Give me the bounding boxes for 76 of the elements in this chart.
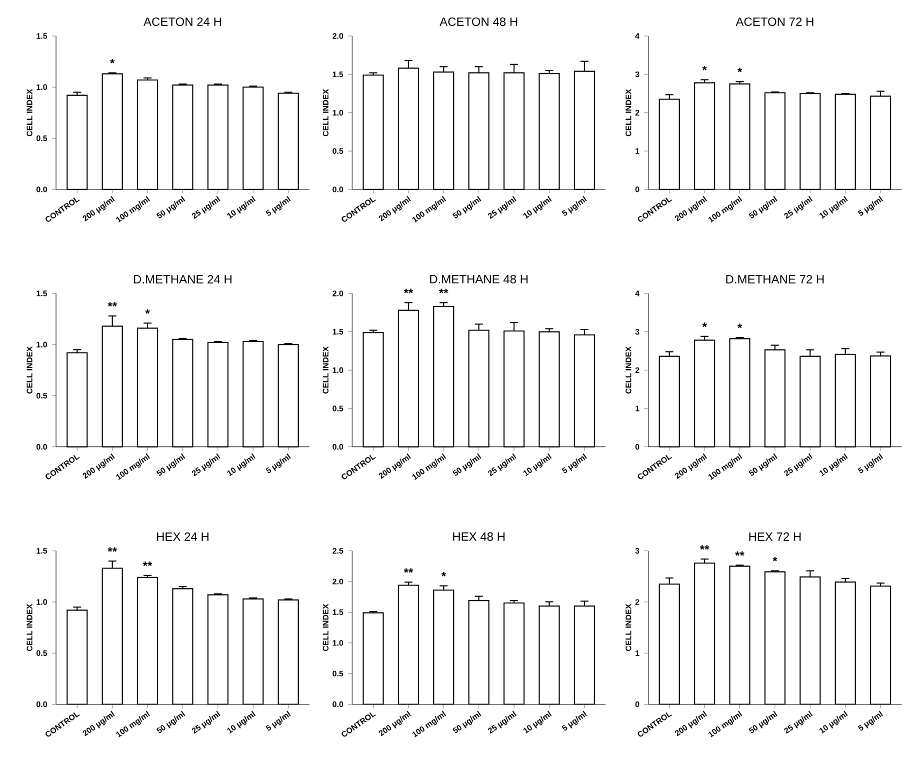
chart-title: ACETON 72 H [736,17,814,26]
y-tick-label: 0.0 [332,701,344,707]
annotation: * [702,322,707,327]
y-axis-title: CELL INDEX [26,88,32,136]
y-tick-label: 1.0 [332,640,344,646]
annotation: ** [404,568,414,573]
y-tick-label: 0.0 [332,186,344,192]
y-tick-label: 1.0 [332,367,344,373]
y-tick-label: 0 [635,186,640,192]
annotation: ** [700,545,710,550]
y-axis-title: CELL INDEX [626,604,632,651]
y-tick-label: 1 [636,650,640,656]
y-tick-label: 1.5 [36,290,48,296]
annotation: ** [439,288,448,294]
y-tick-label: 0.5 [36,392,48,398]
y-tick-label: 2.0 [332,290,344,296]
y-axis-title: CELL INDEX [322,88,328,136]
y-tick-label: 4 [635,33,640,39]
y-tick-label: 2.0 [332,33,344,39]
y-tick-label: 1 [636,148,640,154]
y-tick-label: 0.5 [36,650,48,656]
y-tick-label: 1.0 [36,342,47,348]
y-tick-label: 1.5 [36,548,48,554]
chart-title: HEX 72 H [749,532,801,541]
annotation: * [737,324,742,328]
y-axis-title: CELL INDEX [626,88,632,136]
y-axis-title: CELL INDEX [322,346,328,394]
y-tick-label: 2 [635,110,640,116]
y-tick-label: 3 [635,548,640,554]
annotation: * [737,68,742,72]
annotation: ** [108,302,117,306]
y-axis-title: CELL INDEX [26,604,32,651]
chart-title: D.METHANE 24 H [134,274,232,284]
chart-title: HEX 48 H [453,532,505,541]
y-tick-label: 3 [635,328,640,334]
y-tick-label: 0.0 [36,444,47,450]
y-tick-label: 4 [635,290,640,296]
y-tick-label: 0.0 [36,701,47,707]
chart-title: D.METHANE 48 H [430,274,528,284]
y-tick-label: 2.0 [332,578,344,584]
y-tick-label: 1.0 [332,110,344,116]
y-tick-label: 1.5 [332,328,344,334]
y-tick-label: 0.0 [332,444,344,450]
chart-title: ACETON 48 H [440,17,518,26]
annotation: * [145,309,150,314]
y-tick-label: 2 [635,599,640,605]
annotation: ** [142,561,152,566]
y-tick-label: 1.5 [36,33,48,39]
y-tick-label: 1 [636,406,640,412]
y-axis-title: CELL INDEX [26,346,32,394]
annotation: * [110,58,115,64]
y-tick-label: 0.5 [332,406,344,412]
y-tick-label: 0.5 [332,148,344,154]
chart-title: HEX 24 H [157,532,208,541]
annotation: * [702,66,707,70]
y-tick-label: 1.0 [36,84,47,90]
y-tick-label: 0 [635,701,640,707]
y-tick-label: 0.0 [36,186,47,192]
y-tick-label: 2.5 [332,548,344,554]
annotation: ** [404,288,414,294]
y-tick-label: 0.5 [36,135,48,141]
annotation: ** [108,547,117,552]
annotation: * [772,556,778,562]
y-tick-label: 0.5 [332,670,344,676]
annotation: ** [735,551,744,556]
y-axis-title: CELL INDEX [626,346,632,394]
y-tick-label: 1.0 [36,599,47,605]
y-tick-label: 1.5 [332,71,344,78]
y-tick-label: 2 [635,367,640,373]
chart-title: ACETON 24 H [144,17,221,26]
y-tick-label: 1.5 [332,609,344,615]
y-axis-title: CELL INDEX [322,604,328,651]
chart-title: D.METHANE 72 H [726,274,824,284]
annotation: * [441,572,446,576]
y-tick-label: 0 [635,444,640,450]
y-tick-label: 3 [635,71,640,78]
